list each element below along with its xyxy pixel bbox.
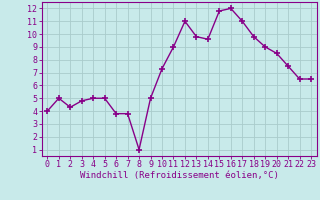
X-axis label: Windchill (Refroidissement éolien,°C): Windchill (Refroidissement éolien,°C) bbox=[80, 171, 279, 180]
